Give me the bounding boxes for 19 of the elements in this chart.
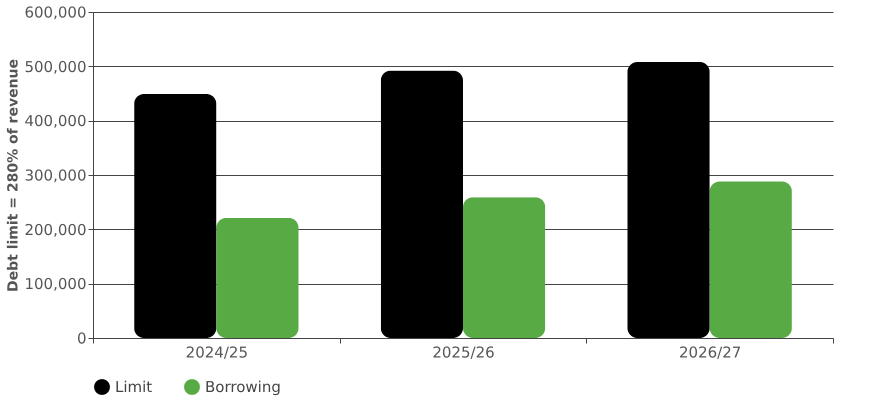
legend-label: Borrowing [205, 378, 281, 396]
bar [710, 182, 792, 338]
y-tick-label: 400,000 [24, 112, 86, 130]
x-tick-label: 2024/25 [186, 344, 248, 362]
bar [134, 94, 216, 338]
y-tick-label: 600,000 [24, 4, 86, 22]
bar [380, 70, 463, 338]
y-tick-label: 500,000 [24, 58, 86, 76]
legend-label: Limit [115, 378, 152, 396]
y-axis-title: Debt limit = 280% of revenue [5, 58, 22, 292]
bar [216, 218, 299, 338]
x-tick-label: 2026/27 [679, 344, 742, 362]
y-tick-label: 0 [76, 330, 86, 348]
bar [463, 197, 546, 338]
y-tick-label: 200,000 [24, 220, 86, 239]
y-tick-label: 300,000 [24, 166, 86, 184]
x-tick-label: 2025/26 [432, 344, 495, 362]
y-tick-label: 100,000 [24, 275, 86, 294]
bar [627, 62, 710, 338]
